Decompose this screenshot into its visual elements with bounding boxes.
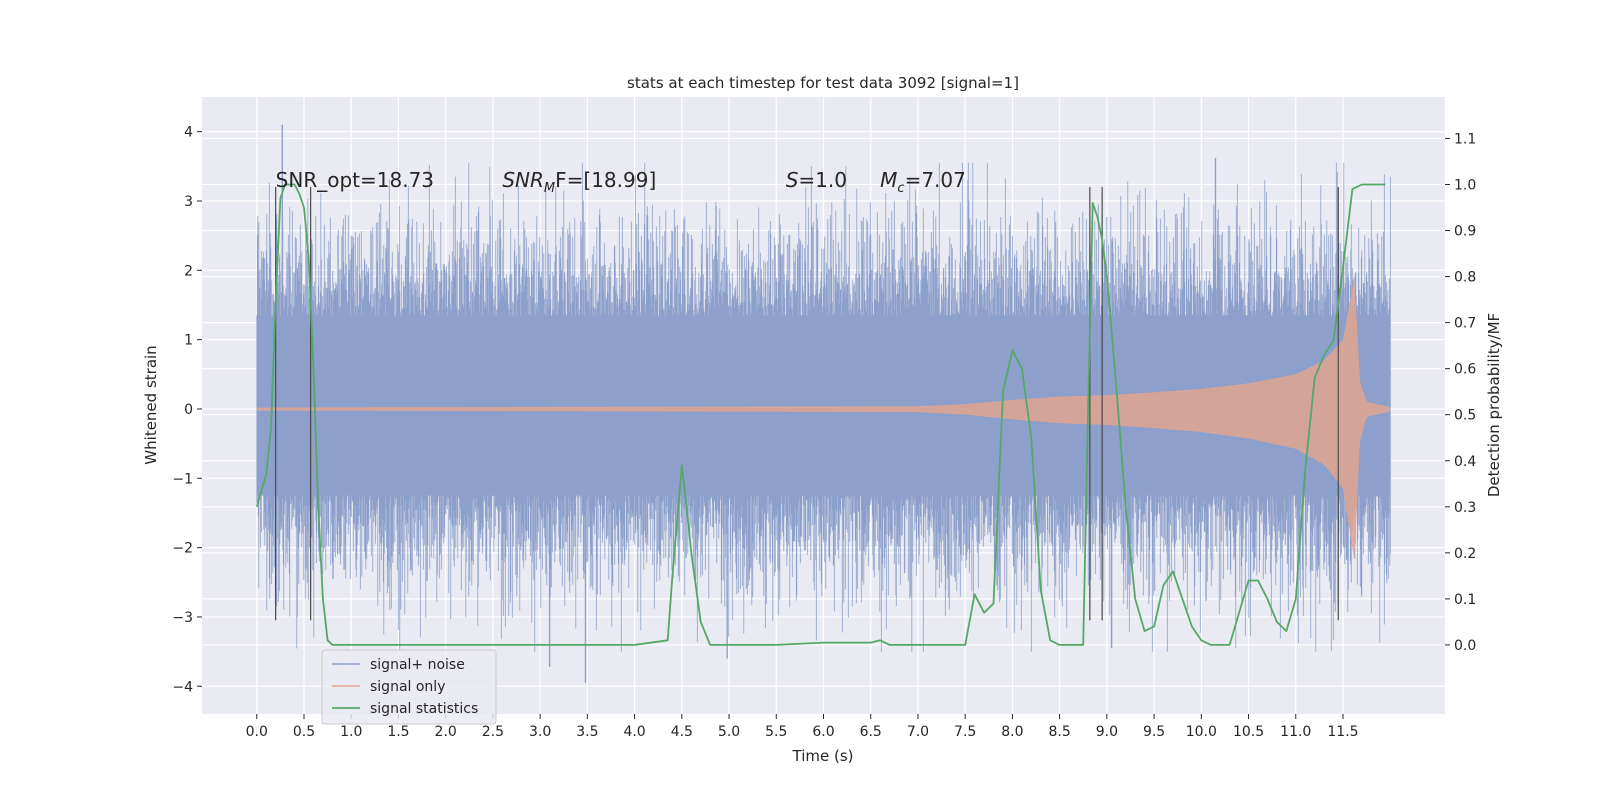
- x-tick-label: 8.0: [1001, 724, 1023, 740]
- chart-title: stats at each timestep for test data 309…: [627, 74, 1019, 92]
- x-tick-label: 3.5: [576, 724, 598, 740]
- y-tick-label: 2: [184, 263, 193, 279]
- y2-tick-label: 0.2: [1454, 546, 1476, 562]
- y-tick-label: −3: [172, 610, 193, 626]
- y-tick-label: −4: [172, 679, 193, 695]
- x-tick-label: 0.0: [246, 724, 268, 740]
- y2-tick-label: 0.6: [1454, 362, 1476, 378]
- x-tick-label: 7.5: [954, 724, 976, 740]
- x-tick-label: 2.0: [435, 724, 457, 740]
- annotation-text: SNR_opt=18.73: [276, 168, 434, 192]
- signal-only-series: [256, 277, 1391, 561]
- x-tick-label: 11.5: [1327, 724, 1358, 740]
- ticks: 0.0 0.5 1.0 1.5 2.0 2.5 3.0 3.5 4.0 4.5 5.0 5.5 6.0 6…: [172, 125, 1476, 740]
- annotation-text: SNRMF=[18.99]: [502, 168, 656, 196]
- statistics-line: [255, 183, 1386, 646]
- x-tick-label: 1.0: [340, 724, 362, 740]
- x-tick-label: 5.5: [765, 724, 787, 740]
- x-tick-label: 9.5: [1143, 724, 1165, 740]
- x-axis-label: Time (s): [792, 747, 854, 765]
- y2-tick-label: 0.9: [1454, 224, 1476, 240]
- x-tick-label: 4.5: [671, 724, 693, 740]
- y-tick-label: −2: [172, 541, 193, 557]
- annotations: SNR_opt=18.73 SNRMF=[18.99] S=1.0 Mc=7.07: [276, 168, 966, 196]
- y-tick-label: 1: [184, 333, 193, 349]
- x-tick-label: 9.0: [1096, 724, 1118, 740]
- x-tick-label: 8.5: [1048, 724, 1070, 740]
- x-tick-label: 0.5: [293, 724, 315, 740]
- y-tick-label: 0: [184, 402, 193, 418]
- x-tick-label: 1.5: [387, 724, 409, 740]
- y-tick-label: 4: [184, 125, 193, 141]
- x-tick-label: 4.0: [623, 724, 645, 740]
- y2-tick-label: 1.0: [1454, 177, 1476, 193]
- x-tick-label: 2.5: [482, 724, 504, 740]
- y2-tick-label: 0.3: [1454, 500, 1476, 516]
- x-tick-label: 3.0: [529, 724, 551, 740]
- annotation-text: S=1.0: [786, 168, 847, 192]
- legend: signal+ noise signal only signal statist…: [321, 649, 497, 725]
- x-tick-label: 6.0: [812, 724, 834, 740]
- x-tick-label: 11.0: [1280, 724, 1311, 740]
- y-tick-label: −1: [172, 471, 193, 487]
- signal-statistics-series: [255, 183, 1386, 646]
- vertical-markers: [275, 187, 1339, 621]
- chirp-envelope: [256, 277, 1391, 561]
- y2-tick-label: 0.0: [1454, 638, 1476, 654]
- y2-tick-label: 0.1: [1454, 592, 1476, 608]
- y-axis-label: Whitened strain: [142, 345, 160, 464]
- x-tick-label: 5.0: [718, 724, 740, 740]
- y2-tick-label: 1.1: [1454, 131, 1476, 147]
- x-tick-label: 6.5: [860, 724, 882, 740]
- y2-tick-label: 0.7: [1454, 316, 1476, 332]
- x-tick-label: 10.0: [1186, 724, 1217, 740]
- y2-tick-label: 0.8: [1454, 270, 1476, 286]
- y2-tick-label: 0.5: [1454, 408, 1476, 424]
- legend-label-signal-statistics: signal statistics: [370, 701, 478, 717]
- legend-label-signal-noise: signal+ noise: [370, 657, 465, 673]
- y2-tick-label: 0.4: [1454, 454, 1476, 470]
- y-tick-label: 3: [184, 194, 193, 210]
- legend-label-signal-only: signal only: [370, 679, 445, 695]
- x-tick-label: 7.0: [907, 724, 929, 740]
- y2-axis-label: Detection probability/MF: [1485, 313, 1503, 497]
- noise-extreme-spikes: [281, 124, 1217, 683]
- legend-box: [321, 649, 497, 725]
- x-tick-label: 10.5: [1233, 724, 1264, 740]
- annotation-text: Mc=7.07: [880, 168, 966, 196]
